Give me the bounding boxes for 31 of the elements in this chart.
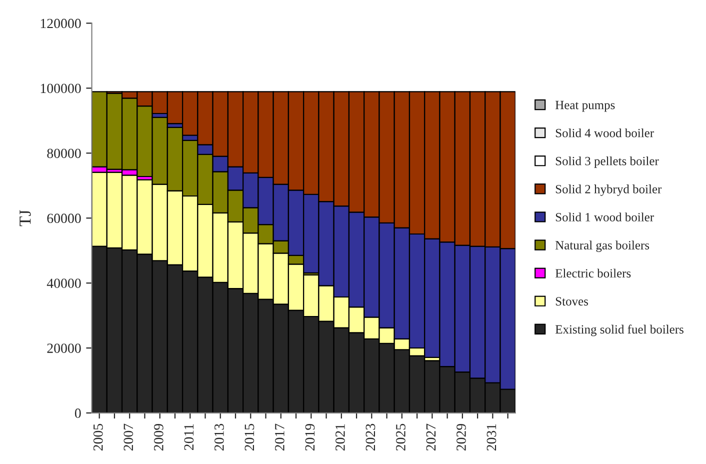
legend-label: Heat pumps	[555, 100, 615, 112]
x-tick-label: 2023	[366, 424, 376, 451]
legend-label: Solid 4 wood boiler	[556, 128, 654, 138]
x-tick-label: 2031	[486, 424, 496, 451]
y-tick-label: 0	[74, 408, 81, 418]
legend-label: Solid 1 wood boiler	[556, 212, 654, 222]
y-tick-label: 100000	[40, 84, 81, 94]
legend-label: Natural gas boilers	[555, 240, 650, 252]
x-tick-label: 2025	[396, 424, 406, 451]
legend-label: Solid 3 pellets boiler	[556, 156, 659, 168]
x-tick-label: 2009	[154, 424, 164, 451]
y-tick-label: 40000	[46, 278, 81, 288]
legend-label: Electric boilers	[555, 268, 631, 278]
x-tick-label: 2029	[456, 424, 466, 451]
y-tick-label: 20000	[47, 344, 81, 353]
y-tick-label: 120000	[40, 18, 81, 28]
x-tick-label: 2005	[93, 424, 103, 451]
y-tick-label: 60000	[47, 214, 81, 224]
x-tick-label: 2013	[214, 424, 224, 451]
x-tick-label: 2021	[336, 424, 345, 451]
x-tick-label: 2011	[184, 424, 194, 450]
x-tick-label: 2015	[244, 424, 254, 451]
y-tick-label: 80000	[47, 148, 81, 158]
x-tick-label: 2027	[426, 424, 436, 451]
legend-label: Solid 2 hybryd boiler	[556, 184, 662, 196]
y-axis-title: TJ	[20, 210, 31, 226]
x-tick-label: 2019	[305, 424, 315, 451]
legend-label: Existing solid fuel boilers	[555, 324, 684, 336]
x-tick-label: 2007	[124, 424, 134, 451]
legend-label: Stoves	[556, 297, 588, 306]
x-tick-label: 2017	[274, 424, 284, 451]
